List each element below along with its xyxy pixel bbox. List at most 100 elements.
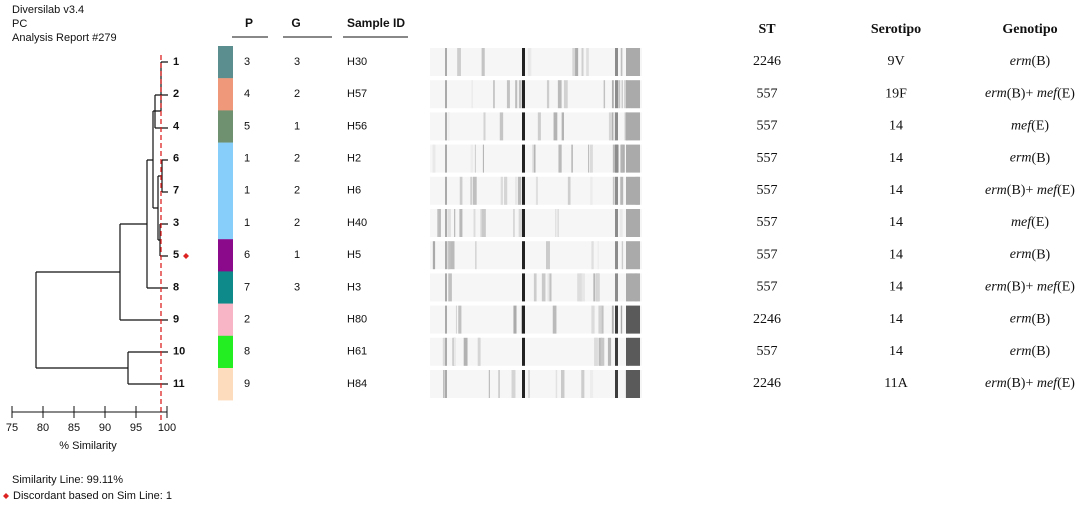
fingerprint-band xyxy=(513,306,516,334)
serotipo-cell: 14 xyxy=(889,280,903,295)
fingerprint-band xyxy=(445,145,447,173)
fingerprint-band xyxy=(472,80,473,108)
p-cell: 8 xyxy=(244,346,250,358)
fingerprint-band xyxy=(556,209,558,237)
sample-cell: H30 xyxy=(347,56,367,68)
fingerprint-band xyxy=(608,338,611,366)
g-cell: 2 xyxy=(294,217,300,229)
fingerprint-band xyxy=(593,273,595,301)
genotipo-cell: erm(B)+ mef(E) xyxy=(985,86,1075,101)
fingerprint-band xyxy=(447,209,450,237)
fingerprint-band xyxy=(575,48,578,76)
fingerprint-band xyxy=(522,48,525,76)
p-cell: 9 xyxy=(244,378,250,390)
fingerprint-band xyxy=(604,80,605,108)
g-cell: 1 xyxy=(294,120,300,132)
sample-cell: H40 xyxy=(347,217,367,229)
fingerprint-bg xyxy=(430,145,642,173)
fingerprint-band xyxy=(620,145,623,173)
fingerprint-band xyxy=(534,273,537,301)
p-cell: 1 xyxy=(244,217,250,229)
pattern-swatch xyxy=(218,271,233,303)
column-header: Serotipo xyxy=(871,22,921,37)
serotipo-cell: 14 xyxy=(889,312,903,327)
fingerprint-band xyxy=(459,209,462,237)
fingerprint-bg xyxy=(430,306,642,334)
st-cell: 557 xyxy=(757,344,778,359)
st-cell: 557 xyxy=(757,151,778,166)
fingerprint-band xyxy=(534,145,535,173)
column-header: P xyxy=(245,16,253,30)
fingerprint-band xyxy=(522,209,525,237)
fingerprint-band xyxy=(445,177,447,205)
fingerprint-band xyxy=(515,80,517,108)
st-cell: 2246 xyxy=(753,312,781,327)
genotipo-cell: mef(E) xyxy=(1011,215,1049,230)
fingerprint-band xyxy=(615,273,618,301)
column-header: G xyxy=(291,16,300,30)
p-cell: 6 xyxy=(244,249,250,261)
fingerprint-band xyxy=(483,112,485,140)
fingerprint-band xyxy=(615,209,618,237)
fingerprint-band xyxy=(470,177,471,205)
fingerprint-band xyxy=(482,209,486,237)
fingerprint-band xyxy=(454,209,455,237)
header-line: PC xyxy=(12,18,27,30)
fingerprint-band xyxy=(554,112,558,140)
isolate-label: 8 xyxy=(173,281,179,293)
sample-cell: H2 xyxy=(347,153,361,165)
fingerprint-band xyxy=(546,241,550,269)
fingerprint-band xyxy=(553,306,557,334)
fingerprint-band xyxy=(621,80,622,108)
fingerprint-band xyxy=(582,48,584,76)
fingerprint-band xyxy=(532,145,534,173)
fingerprint-band xyxy=(515,177,518,205)
fingerprint-band xyxy=(448,273,452,301)
fingerprint-band xyxy=(561,370,564,398)
fingerprint-band xyxy=(451,241,455,269)
fingerprint-band xyxy=(522,338,525,366)
isolate-label: 9 xyxy=(173,314,179,326)
p-cell: 2 xyxy=(244,314,250,326)
fingerprint-band xyxy=(626,177,640,205)
pattern-swatch xyxy=(218,110,233,142)
fingerprint-band xyxy=(601,338,605,366)
fingerprint-band xyxy=(615,338,618,366)
fingerprint-band xyxy=(626,145,640,173)
fingerprint-band xyxy=(613,145,615,173)
fingerprint-band xyxy=(504,177,507,205)
fingerprint-band xyxy=(440,209,441,237)
sample-cell: H61 xyxy=(347,346,367,358)
fingerprint-band xyxy=(590,145,593,173)
fingerprint-band xyxy=(615,370,618,398)
fingerprint-band xyxy=(590,177,592,205)
pattern-swatch xyxy=(218,368,233,400)
fingerprint-band xyxy=(522,306,525,334)
sample-cell: H5 xyxy=(347,249,361,261)
genotipo-cell: erm(B) xyxy=(1010,54,1051,69)
isolate-label: 7 xyxy=(173,185,179,197)
fingerprint-band xyxy=(445,370,447,398)
fingerprint-band xyxy=(620,177,623,205)
fingerprint-band xyxy=(612,306,614,334)
fingerprint-band xyxy=(620,209,623,237)
header-line: Analysis Report #279 xyxy=(12,32,117,44)
serotipo-cell: 14 xyxy=(889,151,903,166)
fingerprint-band xyxy=(478,338,481,366)
genotipo-cell: erm(B) xyxy=(1010,151,1051,166)
genotipo-cell: erm(B) xyxy=(1010,312,1051,327)
fingerprint-band xyxy=(615,241,618,269)
pattern-swatch xyxy=(218,46,233,78)
genotipo-cell: erm(B)+ mef(E) xyxy=(985,183,1075,198)
fingerprint-band xyxy=(445,338,447,366)
isolate-label: 2 xyxy=(173,88,179,100)
st-cell: 2246 xyxy=(753,54,781,69)
fingerprint-band xyxy=(445,80,447,108)
fingerprint-band xyxy=(501,177,503,205)
discordant-marker xyxy=(183,253,189,259)
isolate-label: 1 xyxy=(173,56,179,68)
fingerprint-band xyxy=(471,145,474,173)
fingerprint-band xyxy=(445,306,447,334)
sample-cell: H56 xyxy=(347,120,367,132)
dendrogram xyxy=(36,62,168,384)
